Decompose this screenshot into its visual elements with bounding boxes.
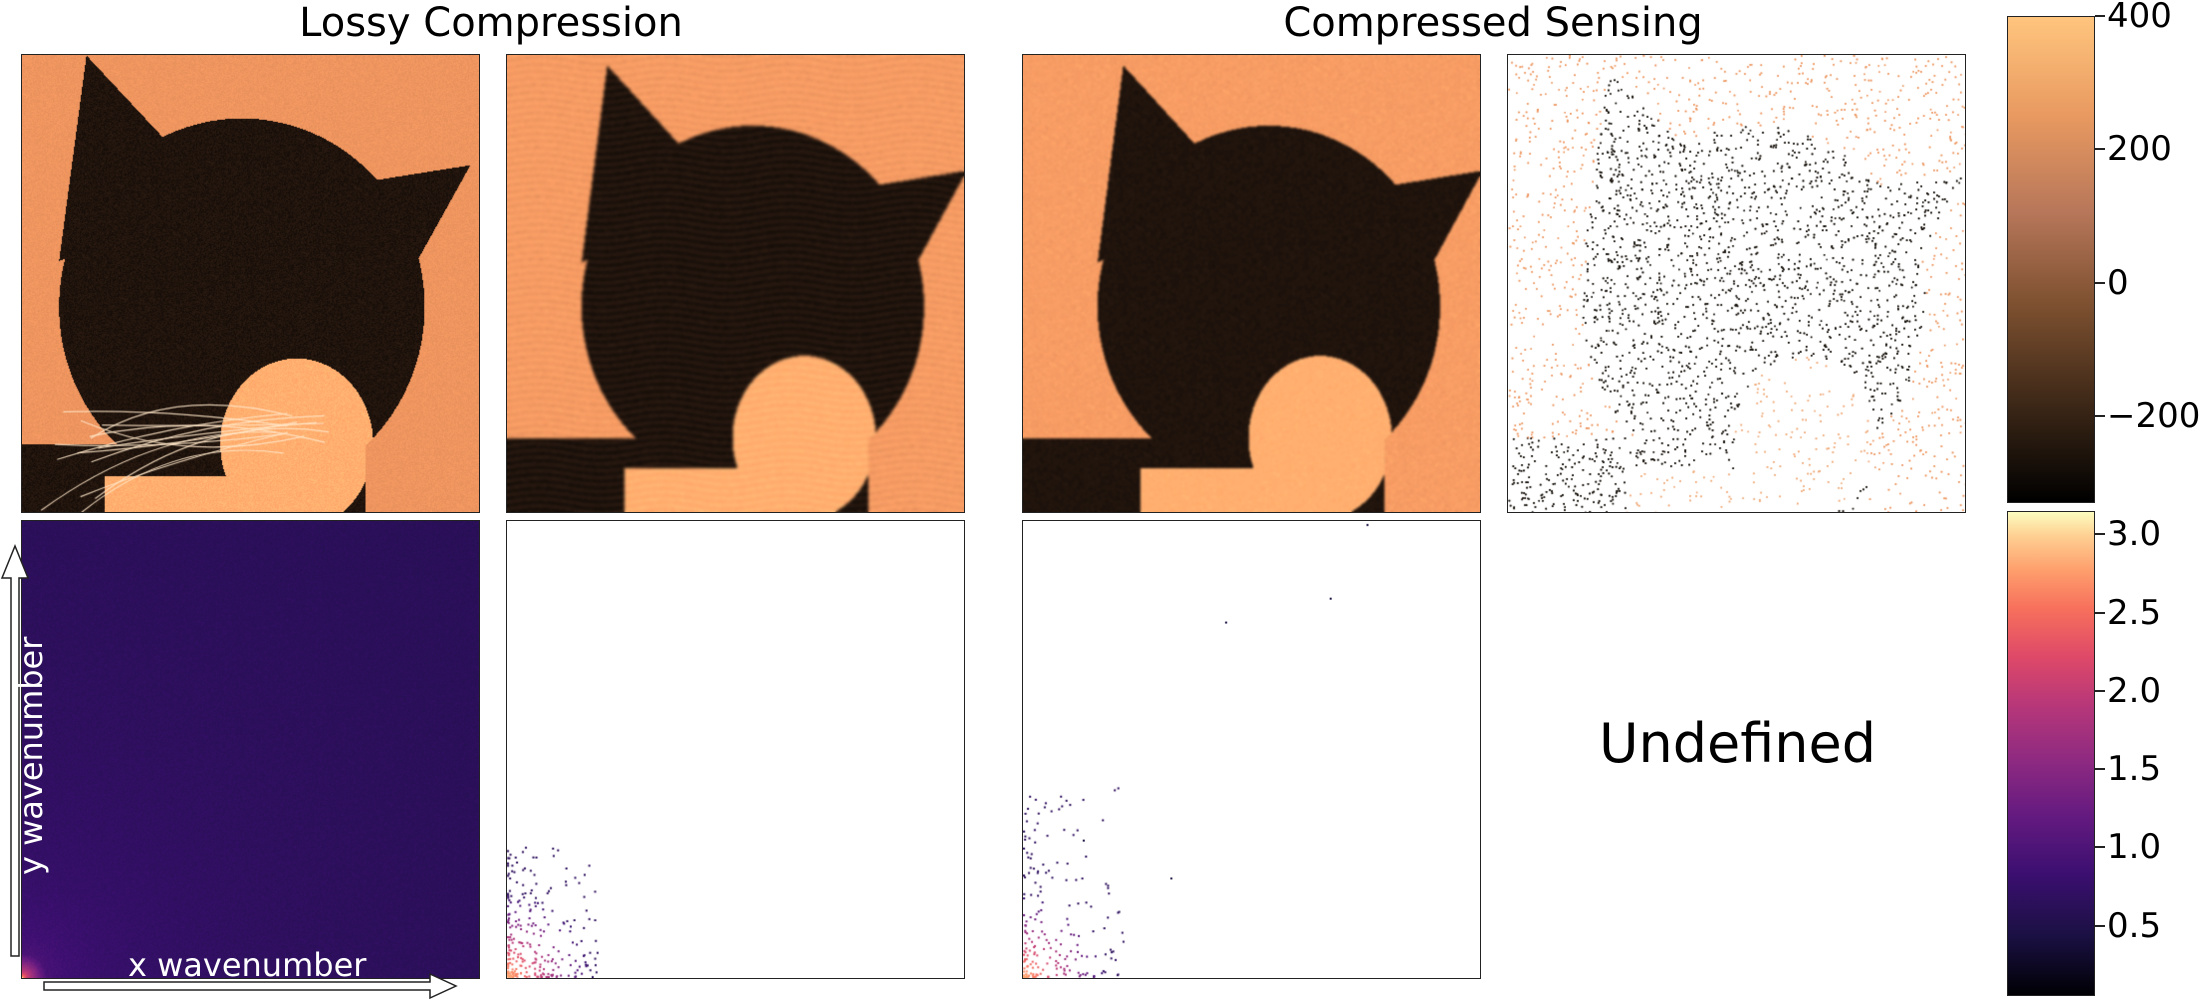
- top_colorbar-tick-mark: [2095, 415, 2105, 418]
- bottom_colorbar-tick-label: 0.5: [2107, 905, 2162, 946]
- top_colorbar-tick-label: −200: [2107, 396, 2200, 437]
- bottom_colorbar-tick-label: 3.0: [2107, 514, 2162, 555]
- bottom_colorbar-tick-mark: [2095, 768, 2105, 771]
- bottom_colorbar-tick-label: 1.5: [2107, 749, 2162, 790]
- lossy-reconstruction-panel: [506, 54, 965, 513]
- original-spectrum-panel: [21, 520, 480, 979]
- top_colorbar-tick-label: 0: [2107, 262, 2129, 303]
- top_colorbar-tick-mark: [2095, 148, 2105, 151]
- x-wavenumber-label: x wavenumber: [128, 946, 367, 984]
- top_colorbar-tick-mark: [2095, 15, 2105, 17]
- bottom_colorbar-tick-mark: [2095, 846, 2105, 849]
- bottom_colorbar-tick-label: 2.0: [2107, 670, 2162, 711]
- bottom_colorbar-tick-mark: [2095, 611, 2105, 614]
- y-wavenumber-label: y wavenumber: [12, 636, 50, 875]
- title-lossy-compression: Lossy Compression: [299, 0, 683, 46]
- top_colorbar-tick-label: 400: [2107, 0, 2172, 36]
- lossy-spectrum-panel: [506, 520, 965, 979]
- bottom_colorbar-tick-mark: [2095, 689, 2105, 692]
- bottom_colorbar-tick-mark: [2095, 533, 2105, 536]
- cs-spectrum-panel: [1022, 520, 1481, 979]
- bottom_colorbar-tick-mark: [2095, 924, 2105, 927]
- title-compressed-sensing: Compressed Sensing: [1283, 0, 1703, 46]
- cs-reconstruction-panel: [1022, 54, 1481, 513]
- top_colorbar-tick-mark: [2095, 281, 2105, 284]
- copper-colorbar: [2007, 16, 2095, 503]
- bottom_colorbar-tick-label: 2.5: [2107, 592, 2162, 633]
- sparse-samples-panel: [1507, 54, 1966, 513]
- top_colorbar-tick-label: 200: [2107, 129, 2172, 170]
- bottom_colorbar-tick-label: 1.0: [2107, 827, 2162, 868]
- magma-colorbar: [2007, 511, 2095, 996]
- undefined-label: Undefined: [1599, 712, 1876, 775]
- original-image-panel: [21, 54, 480, 513]
